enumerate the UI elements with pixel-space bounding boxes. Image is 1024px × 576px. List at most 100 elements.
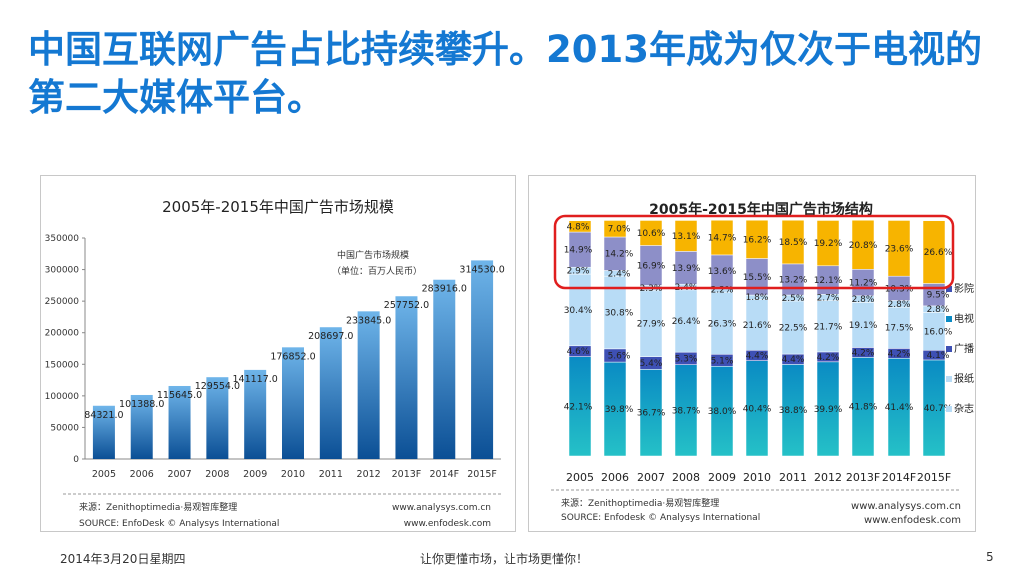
segment-value-label: 40.4% <box>743 404 772 414</box>
stack-segment-互联网 <box>603 220 627 238</box>
segment-value-label: 15.5% <box>743 273 772 283</box>
market-size-legend-unit: （单位：百万人民币） <box>332 265 422 277</box>
footer-slogan: 让你更懂市场，让市场更懂你！ <box>420 552 589 566</box>
segment-value-label: 38.0% <box>708 407 737 417</box>
segment-value-label: 30.8% <box>605 309 634 319</box>
y-tick-label: 150000 <box>45 360 80 370</box>
segment-value-label: 39.9% <box>814 405 843 415</box>
segment-value-label: 16.2% <box>743 235 772 245</box>
bar-value-label: 115645.0 <box>157 390 202 401</box>
market-size-bar <box>357 311 380 459</box>
legend-label: 电视 <box>954 312 974 325</box>
segment-value-label: 26.6% <box>924 248 953 258</box>
page-number: 5 <box>986 550 994 564</box>
market-size-bar <box>92 405 115 459</box>
segment-value-label: 4.8% <box>567 222 590 232</box>
bar-value-label: 101388.0 <box>119 399 164 410</box>
segment-value-label: 18.5% <box>779 238 808 248</box>
source-line-2: SOURCE: EnfoDesk © Analysys Internationa… <box>79 519 279 529</box>
x-tick-label: 2015F <box>917 471 951 484</box>
segment-value-label: 38.8% <box>779 406 808 416</box>
market-size-bar <box>130 394 153 459</box>
segment-value-label: 39.8% <box>605 405 634 415</box>
bar-value-label: 314530.0 <box>459 264 504 275</box>
x-tick-label: 2012 <box>357 469 381 480</box>
x-tick-label: 2009 <box>243 469 267 480</box>
segment-value-label: 4.4% <box>746 351 769 361</box>
x-tick-label: 2005 <box>566 471 594 484</box>
bar-value-label: 141117.0 <box>233 374 278 385</box>
segment-value-label: 12.1% <box>814 276 843 286</box>
segment-value-label: 5.3% <box>675 354 698 364</box>
segment-value-label: 10.3% <box>885 284 914 294</box>
x-tick-label: 2015F <box>467 469 497 480</box>
segment-value-label: 20.8% <box>849 241 878 251</box>
y-tick-label: 250000 <box>45 297 80 307</box>
x-tick-label: 2009 <box>708 471 736 484</box>
market-size-chart-title: 2005年-2015年中国广告市场规模 <box>162 198 394 216</box>
segment-value-label: 21.7% <box>814 322 843 332</box>
url-line-1: www.analysys.com.cn <box>392 503 491 513</box>
slide-title: 中国互联网广告占比持续攀升。2013年成为仅次于电视的第二大媒体平台。 <box>28 28 982 119</box>
segment-value-label: 19.2% <box>814 239 843 249</box>
x-tick-label: 2005 <box>92 469 116 480</box>
x-tick-label: 2010 <box>281 469 305 480</box>
x-tick-label: 2013F <box>846 471 880 484</box>
segment-value-label: 2.8% <box>927 305 950 315</box>
stack-segment-互联网 <box>816 220 840 267</box>
x-tick-label: 2011 <box>319 469 343 480</box>
segment-value-label: 26.4% <box>672 317 701 327</box>
market-structure-chart-panel: 2005年-2015年中国广告市场结构 42.1% 4.6% 30.4% 2.9% 14… <box>528 175 976 532</box>
stack-segment-互联网 <box>781 219 805 265</box>
x-tick-label: 2014F <box>429 469 459 480</box>
segment-value-label: 4.4% <box>782 355 805 365</box>
market-structure-chart: 2005年-2015年中国广告市场结构 42.1% 4.6% 30.4% 2.9% 14… <box>551 201 974 526</box>
x-tick-label: 2007 <box>167 469 191 480</box>
source-line-2: SOURCE: Enfodesk © Analysys Internationa… <box>561 513 760 523</box>
market-size-bar <box>244 369 267 459</box>
url-line-2: www.enfodesk.com <box>864 515 961 526</box>
segment-value-label: 41.8% <box>849 403 878 413</box>
segment-value-label: 23.6% <box>885 244 914 254</box>
market-size-bar <box>319 327 342 459</box>
segment-value-label: 26.3% <box>708 319 737 329</box>
segment-value-label: 38.7% <box>672 406 701 416</box>
market-size-bar <box>282 347 304 459</box>
bar-value-label: 84321.0 <box>84 410 123 421</box>
legend-swatch <box>946 406 952 412</box>
stack-segment-互联网 <box>639 220 663 246</box>
segment-value-label: 2.5% <box>782 294 805 304</box>
market-size-bar <box>395 296 418 459</box>
bar-value-label: 176852.0 <box>270 351 315 362</box>
segment-value-label: 4.2% <box>852 348 875 358</box>
segment-value-label: 13.2% <box>779 275 808 285</box>
stack-segment-互联网 <box>568 220 592 233</box>
x-tick-label: 2006 <box>601 471 629 484</box>
legend-swatch <box>946 346 952 352</box>
bar-value-label: 129554.0 <box>195 381 240 392</box>
segment-value-label: 14.2% <box>605 250 634 260</box>
segment-value-label: 22.5% <box>779 323 808 333</box>
legend-swatch <box>946 376 952 382</box>
market-size-chart-panel: 2005年-2015年中国广告市场规模 中国广告市场规模 （单位：百万人民币） … <box>40 175 516 532</box>
segment-value-label: 2.2% <box>711 286 734 296</box>
market-size-bar <box>168 385 191 459</box>
legend-label: 广播 <box>954 342 974 355</box>
market-structure-chart-title: 2005年-2015年中国广告市场结构 <box>649 201 873 218</box>
segment-value-label: 17.5% <box>885 324 914 334</box>
segment-value-label: 9.5% <box>927 291 950 301</box>
y-tick-label: 350000 <box>45 234 80 244</box>
segment-value-label: 5.4% <box>640 359 663 369</box>
segment-value-label: 13.9% <box>672 264 701 274</box>
segment-value-label: 7.0% <box>608 225 631 235</box>
y-tick-label: 100000 <box>45 392 80 402</box>
x-tick-label: 2010 <box>743 471 771 484</box>
url-line-2: www.enfodesk.com <box>404 519 491 529</box>
x-tick-label: 2007 <box>637 471 665 484</box>
market-size-bar <box>206 377 229 459</box>
segment-value-label: 27.9% <box>637 320 666 330</box>
segment-value-label: 2.4% <box>608 269 631 279</box>
stack-segment-互联网 <box>745 219 769 259</box>
x-tick-label: 2012 <box>814 471 842 484</box>
segment-value-label: 16.0% <box>924 327 953 337</box>
